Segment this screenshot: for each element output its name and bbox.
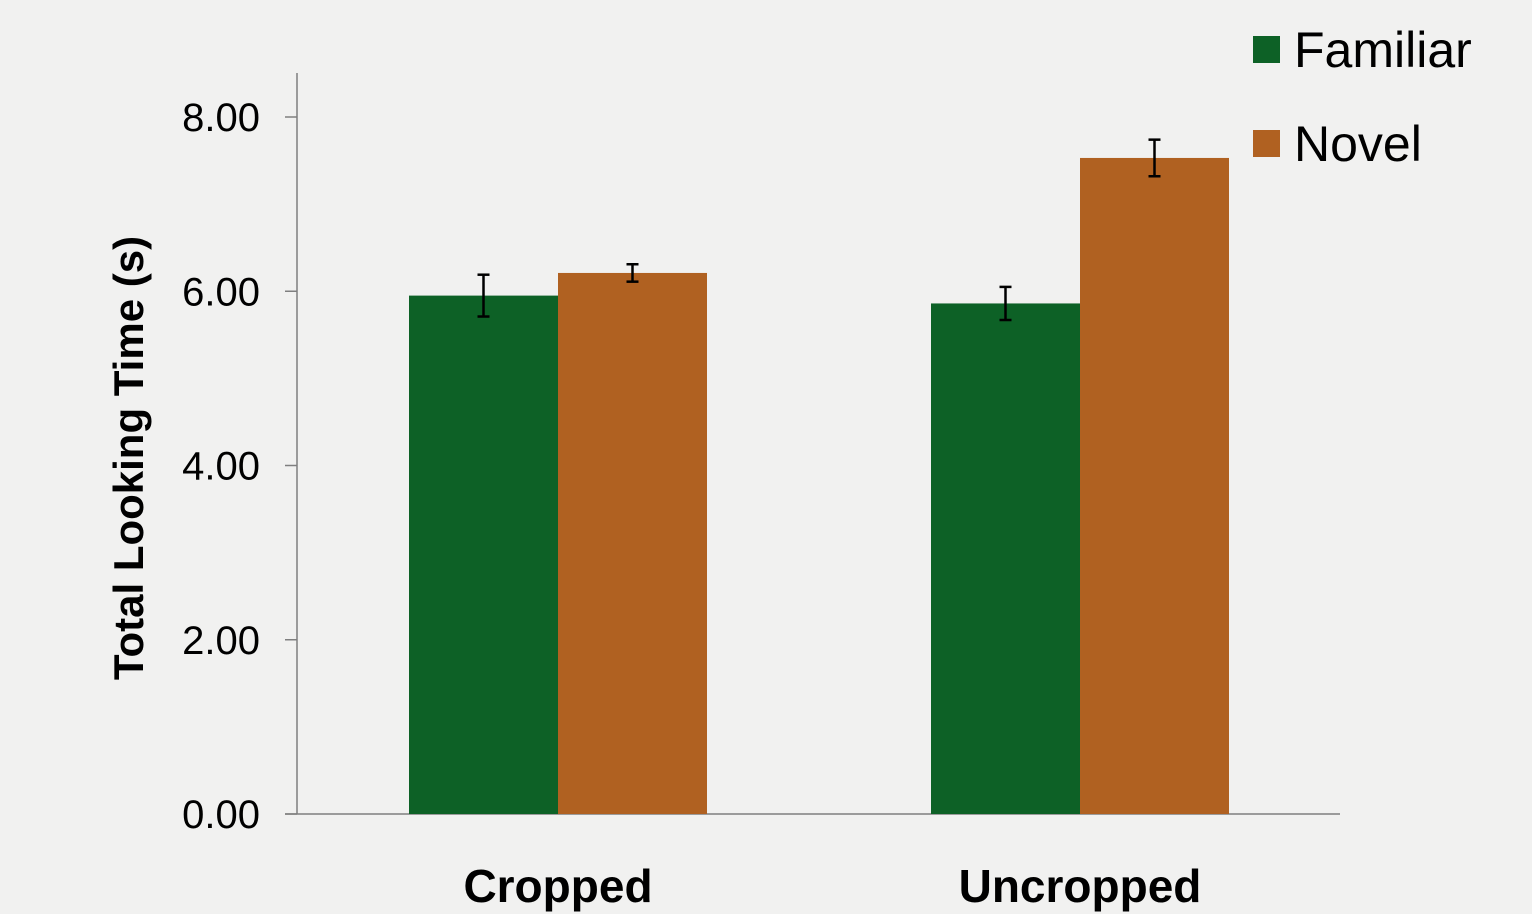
y-axis-title: Total Looking Time (s) [105,236,152,680]
legend-label: Novel [1294,116,1422,172]
error-bar-novel-cropped [626,262,639,283]
legend-item-novel: Novel [1253,116,1422,172]
error-bar-familiar-cropped [477,273,490,318]
bar-familiar-cropped [409,295,558,814]
y-axis: 0.00 2.00 4.00 6.00 8.00 [182,73,298,837]
legend-item-familiar: Familiar [1253,22,1472,78]
category-labels: Cropped Uncropped [463,860,1201,912]
y-tick-label: 8.00 [182,96,260,140]
legend: Familiar Novel [1253,22,1472,172]
bar-novel-uncropped [1080,157,1229,815]
bars [409,157,1229,815]
legend-swatch [1253,130,1280,157]
legend-label: Familiar [1294,22,1472,78]
bar-familiar-uncropped [931,303,1080,814]
legend-swatch [1253,36,1280,63]
y-tick-label: 6.00 [182,270,260,314]
y-tick-label: 4.00 [182,445,260,489]
error-bar-familiar-uncropped [999,285,1012,322]
y-tick-label: 0.00 [182,793,260,837]
y-tick-label: 2.00 [182,619,260,663]
error-bars [477,138,1161,322]
bar-novel-cropped [558,272,707,814]
error-bar-novel-uncropped [1148,138,1161,178]
category-label-cropped: Cropped [463,860,652,912]
category-label-uncropped: Uncropped [959,860,1202,912]
